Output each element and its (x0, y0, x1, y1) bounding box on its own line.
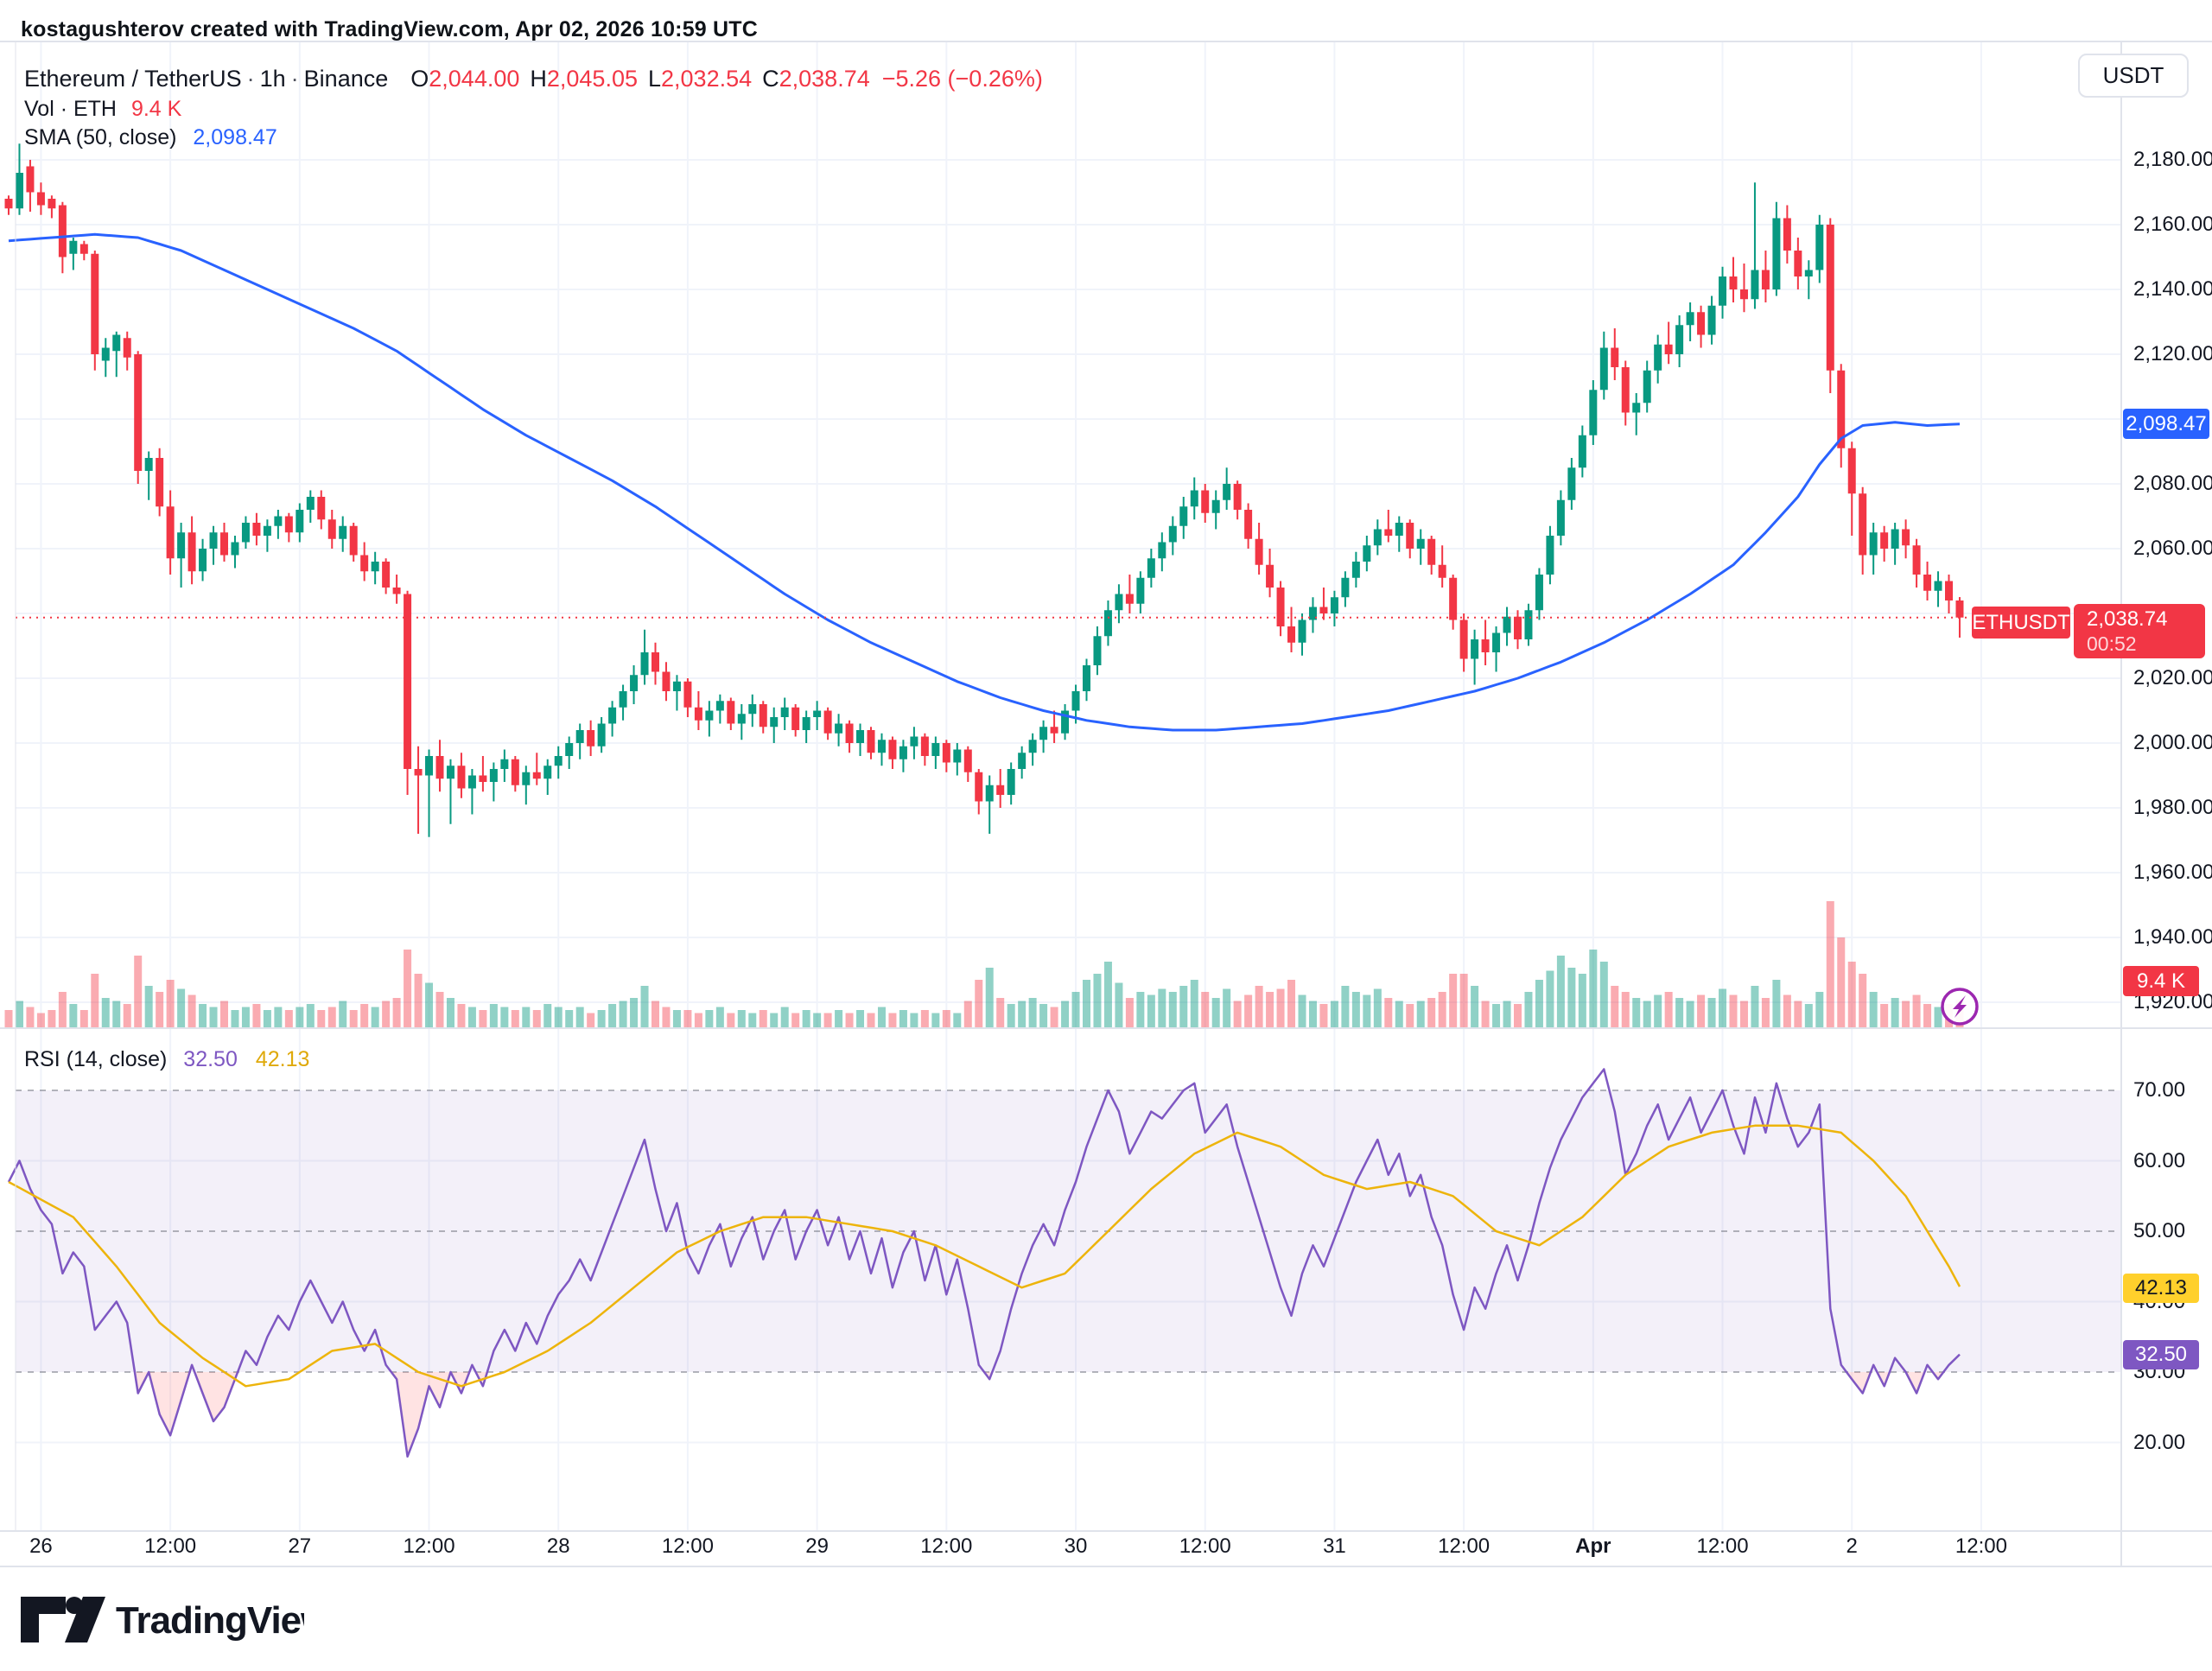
price-axis-label: 2,180.00 (2133, 148, 2212, 171)
symbol-price-tag: ETHUSDT (1972, 607, 2070, 639)
logo-mark (21, 1597, 66, 1642)
rsi-axis-tick-label: 60.00 (2133, 1148, 2186, 1172)
time-axis-label: 12:00 (1696, 1534, 1749, 1558)
close-value: 2,038.74 (779, 66, 870, 92)
price-axis-label: 1,980.00 (2133, 796, 2212, 819)
open-value: 2,044.00 (429, 66, 520, 92)
price-axis-label: 2,120.00 (2133, 342, 2212, 365)
interval-label: 1h (259, 66, 286, 92)
price-axis-label: 1,940.00 (2133, 925, 2212, 949)
logo-text: TradingView (116, 1599, 304, 1642)
bar-countdown: 00:52 (2087, 632, 2137, 655)
rsi-legend: RSI (14, close) 32.50 42.13 (24, 1047, 310, 1071)
price-axis-label: 2,080.00 (2133, 472, 2212, 495)
time-axis-label: 29 (805, 1534, 829, 1558)
time-axis-label: 12:00 (1179, 1534, 1231, 1558)
price-axis-label: 2,020.00 (2133, 666, 2212, 689)
time-axis-label: 26 (29, 1534, 53, 1558)
last-price-label: 2,038.74 00:52 (2074, 604, 2205, 658)
symbol-legend: Ethereum / TetherUS · 1h · Binance O2,044.00 H… (24, 66, 1043, 92)
tradingview-logo[interactable]: TradingView (19, 1595, 304, 1643)
attribution-text: kostagushterov created with TradingView.… (21, 17, 759, 41)
price-axis-label: 2,140.00 (2133, 277, 2212, 301)
last-price-value: 2,038.74 (2087, 607, 2168, 631)
sma-axis-label: 2,098.47 (2123, 409, 2209, 439)
time-axis-label: 31 (1323, 1534, 1346, 1558)
rsi-value: 32.50 (183, 1047, 238, 1071)
lightning-bolt-glyph (1952, 995, 1967, 1018)
low-value: 2,032.54 (661, 66, 753, 92)
time-axis-label: 12:00 (1955, 1534, 2007, 1558)
time-axis-label: Apr (1575, 1534, 1611, 1558)
sma-value: 2,098.47 (193, 125, 277, 149)
logo-mark-v (65, 1597, 105, 1642)
time-axis-label: 2 (1846, 1534, 1858, 1558)
exchange-label: Binance (303, 66, 389, 92)
time-axis-label: 12:00 (920, 1534, 973, 1558)
price-axis-label: 2,060.00 (2133, 537, 2212, 560)
change-value: −5.26 (−0.26%) (881, 66, 1043, 92)
rsi-ma-value: 42.13 (255, 1047, 310, 1071)
time-axis-label: 30 (1064, 1534, 1088, 1558)
time-axis-label: 12:00 (661, 1534, 714, 1558)
rsi-axis-tick-label: 50.00 (2133, 1219, 2186, 1242)
volume-value: 9.4 K (130, 97, 182, 121)
time-axis-label: 12:00 (144, 1534, 197, 1558)
time-axis-label: 12:00 (403, 1534, 455, 1558)
symbol-title: Ethereum / TetherUS (24, 66, 242, 92)
sma-legend: SMA (50, close) 2,098.47 (24, 125, 277, 149)
high-value: 2,045.05 (546, 66, 638, 92)
time-axis-label: 28 (546, 1534, 570, 1558)
volume-legend: Vol · ETH 9.4 K (24, 97, 182, 121)
price-axis-label: 2,000.00 (2133, 731, 2212, 754)
time-axis-label: 27 (288, 1534, 312, 1558)
rsi-axis-tick-label: 70.00 (2133, 1078, 2186, 1102)
rsi-ma-axis-label: 42.13 (2123, 1274, 2199, 1303)
price-axis-label: 2,160.00 (2133, 213, 2212, 236)
currency-button[interactable]: USDT (2078, 54, 2189, 98)
time-axis-label: 12:00 (1438, 1534, 1491, 1558)
rsi-axis-tick-label: 20.00 (2133, 1430, 2186, 1454)
volume-axis-label: 9.4 K (2123, 966, 2199, 996)
rsi-axis-label: 32.50 (2123, 1340, 2199, 1369)
price-axis-label: 1,960.00 (2133, 861, 2212, 884)
